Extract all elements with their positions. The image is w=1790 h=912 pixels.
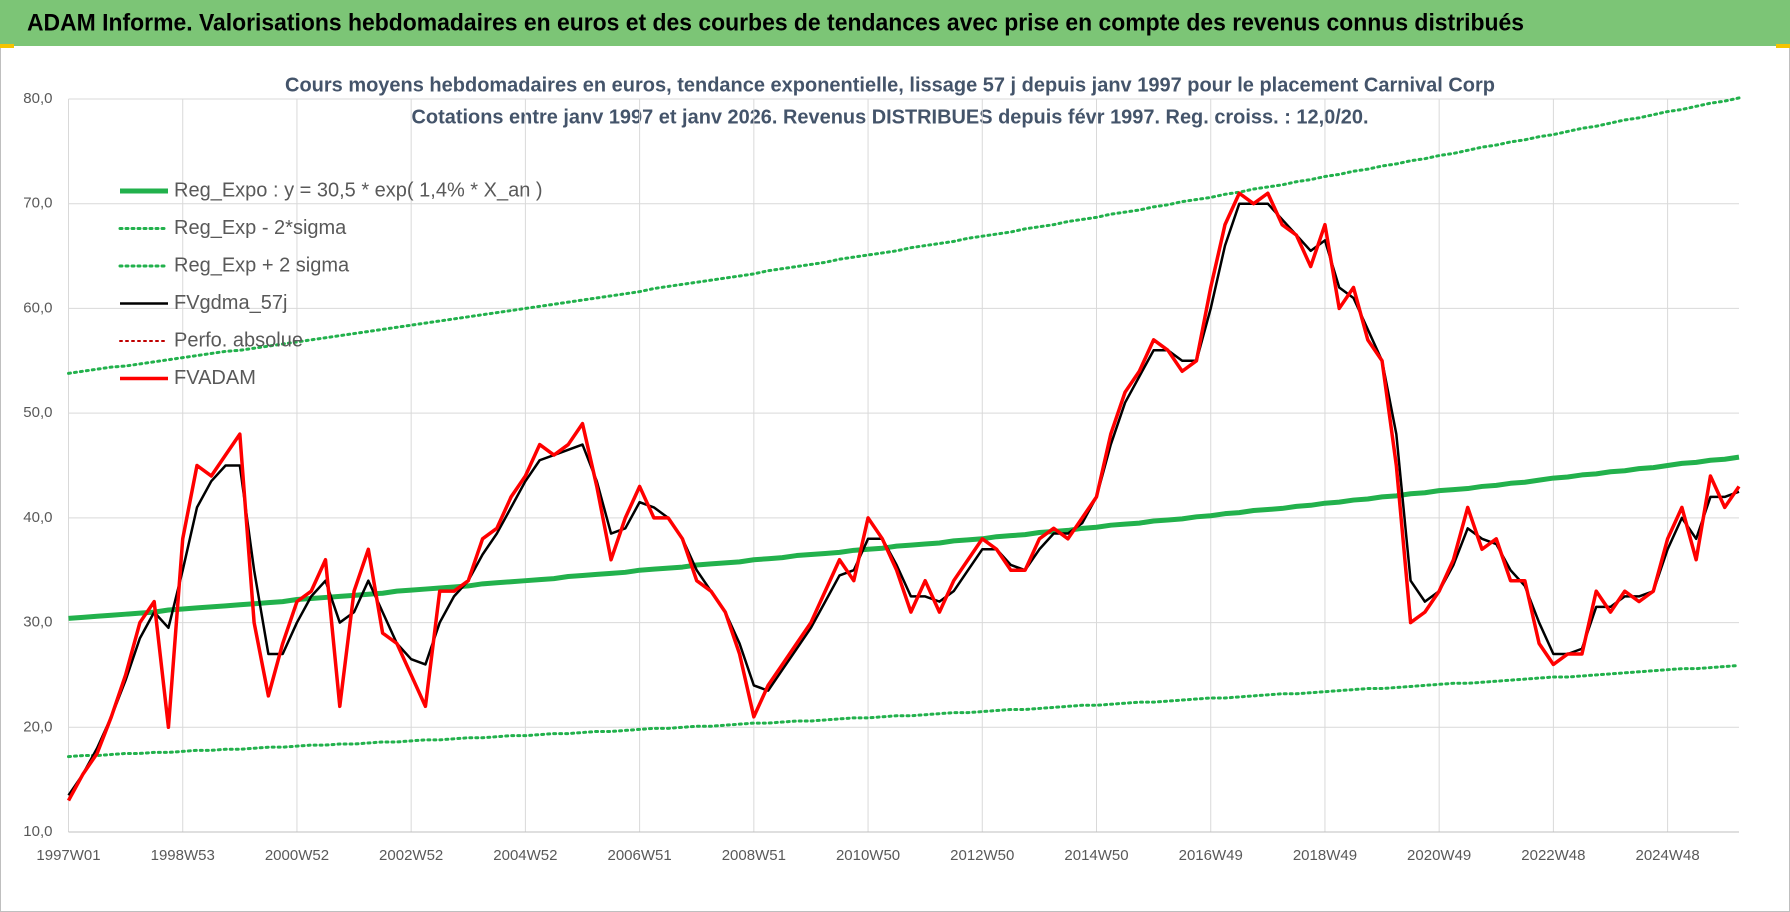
x-tick-label: 2018W49	[1293, 847, 1357, 864]
x-tick-label: 2004W52	[493, 847, 557, 864]
x-tick-label: 2014W50	[1064, 847, 1128, 864]
x-tick-label: 2020W49	[1407, 847, 1471, 864]
legend-label: Reg_Exp + 2 sigma	[174, 254, 350, 276]
y-tick-label: 60,0	[23, 299, 52, 316]
y-tick-label: 50,0	[23, 404, 52, 421]
legend-label: FVADAM	[174, 367, 256, 389]
y-tick-label: 30,0	[23, 614, 52, 631]
series-line	[68, 454, 1740, 621]
x-tick-label: 2002W52	[379, 847, 443, 864]
x-tick-label: 2000W52	[265, 847, 329, 864]
y-tick-label: 10,0	[23, 823, 52, 840]
legend-label: Perfo. absolue	[174, 329, 303, 351]
header-title: ADAM Informe. Valorisations hebdomadaire…	[27, 9, 1524, 36]
x-tick-label: 1998W53	[151, 847, 215, 864]
y-tick-label: 20,0	[23, 718, 52, 735]
header-bar	[0, 0, 1790, 46]
x-tick-label: 1997W01	[36, 847, 100, 864]
chart-title: Cours moyens hebdomadaires en euros, ten…	[285, 74, 1495, 96]
x-tick-label: 2022W48	[1521, 847, 1585, 864]
y-tick-label: 70,0	[23, 195, 52, 212]
series-line	[66, 191, 1741, 802]
x-tick-label: 2016W49	[1179, 847, 1243, 864]
series-line	[67, 202, 1740, 797]
legend-label: FVgdma_57j	[174, 292, 287, 314]
y-tick-label: 80,0	[23, 90, 52, 107]
y-tick-label: 40,0	[23, 509, 52, 526]
legend-label: Reg_Expo : y = 30,5 * exp( 1,4% * X_an )	[174, 179, 543, 201]
x-tick-label: 2010W50	[836, 847, 900, 864]
corner	[1776, 44, 1790, 48]
x-tick-label: 2024W48	[1636, 847, 1700, 864]
chart-subtitle: Cotations entre janv 1997 et janv 2026. …	[412, 106, 1369, 128]
x-tick-label: 2012W50	[950, 847, 1014, 864]
series-line	[67, 96, 1741, 375]
legend-label: Reg_Exp - 2*sigma	[174, 217, 347, 239]
x-tick-label: 2008W51	[722, 847, 786, 864]
series-line	[67, 664, 1741, 759]
x-tick-label: 2006W51	[608, 847, 672, 864]
corner	[0, 44, 14, 48]
